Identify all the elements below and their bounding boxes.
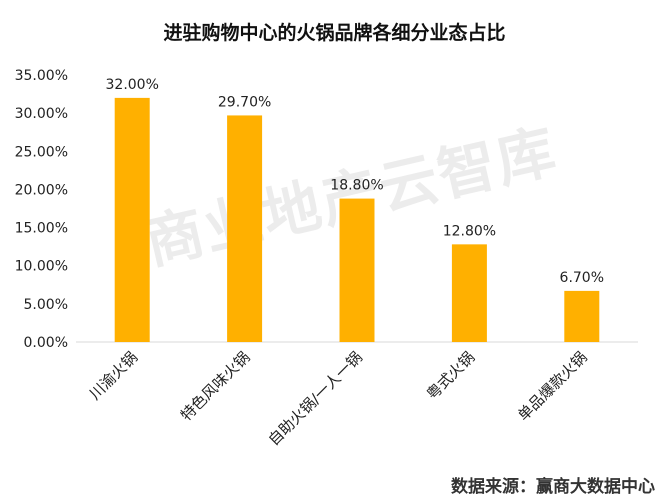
category-label: 自助火锅/一人一锅 [265, 348, 366, 449]
source-note: 数据来源：赢商大数据中心 [451, 477, 655, 497]
y-tick-label: 35.00% [15, 68, 68, 84]
bar [227, 115, 263, 342]
y-tick-label: 20.00% [15, 182, 68, 198]
data-label: 32.00% [106, 77, 159, 93]
bar [451, 244, 487, 342]
chart-title: 进驻购物中心的火锅品牌各细分业态占比 [163, 22, 506, 44]
data-label: 12.80% [443, 223, 496, 239]
category-label: 单品爆款火锅 [514, 348, 590, 424]
y-tick-label: 10.00% [15, 259, 68, 275]
y-tick-label: 25.00% [15, 144, 68, 160]
data-label: 6.70% [560, 270, 604, 286]
bar [564, 290, 600, 342]
category-label: 特色风味火锅 [177, 348, 253, 424]
y-tick-label: 15.00% [15, 221, 68, 237]
data-label: 29.70% [218, 94, 271, 110]
y-tick-label: 5.00% [24, 297, 68, 313]
category-label: 粤式火锅 [423, 348, 478, 403]
bar [339, 198, 375, 342]
bar [114, 97, 150, 342]
y-tick-label: 30.00% [15, 106, 68, 122]
y-tick-label: 0.00% [24, 335, 68, 351]
category-label: 川渝火锅 [86, 348, 141, 403]
data-label: 18.80% [330, 178, 383, 194]
